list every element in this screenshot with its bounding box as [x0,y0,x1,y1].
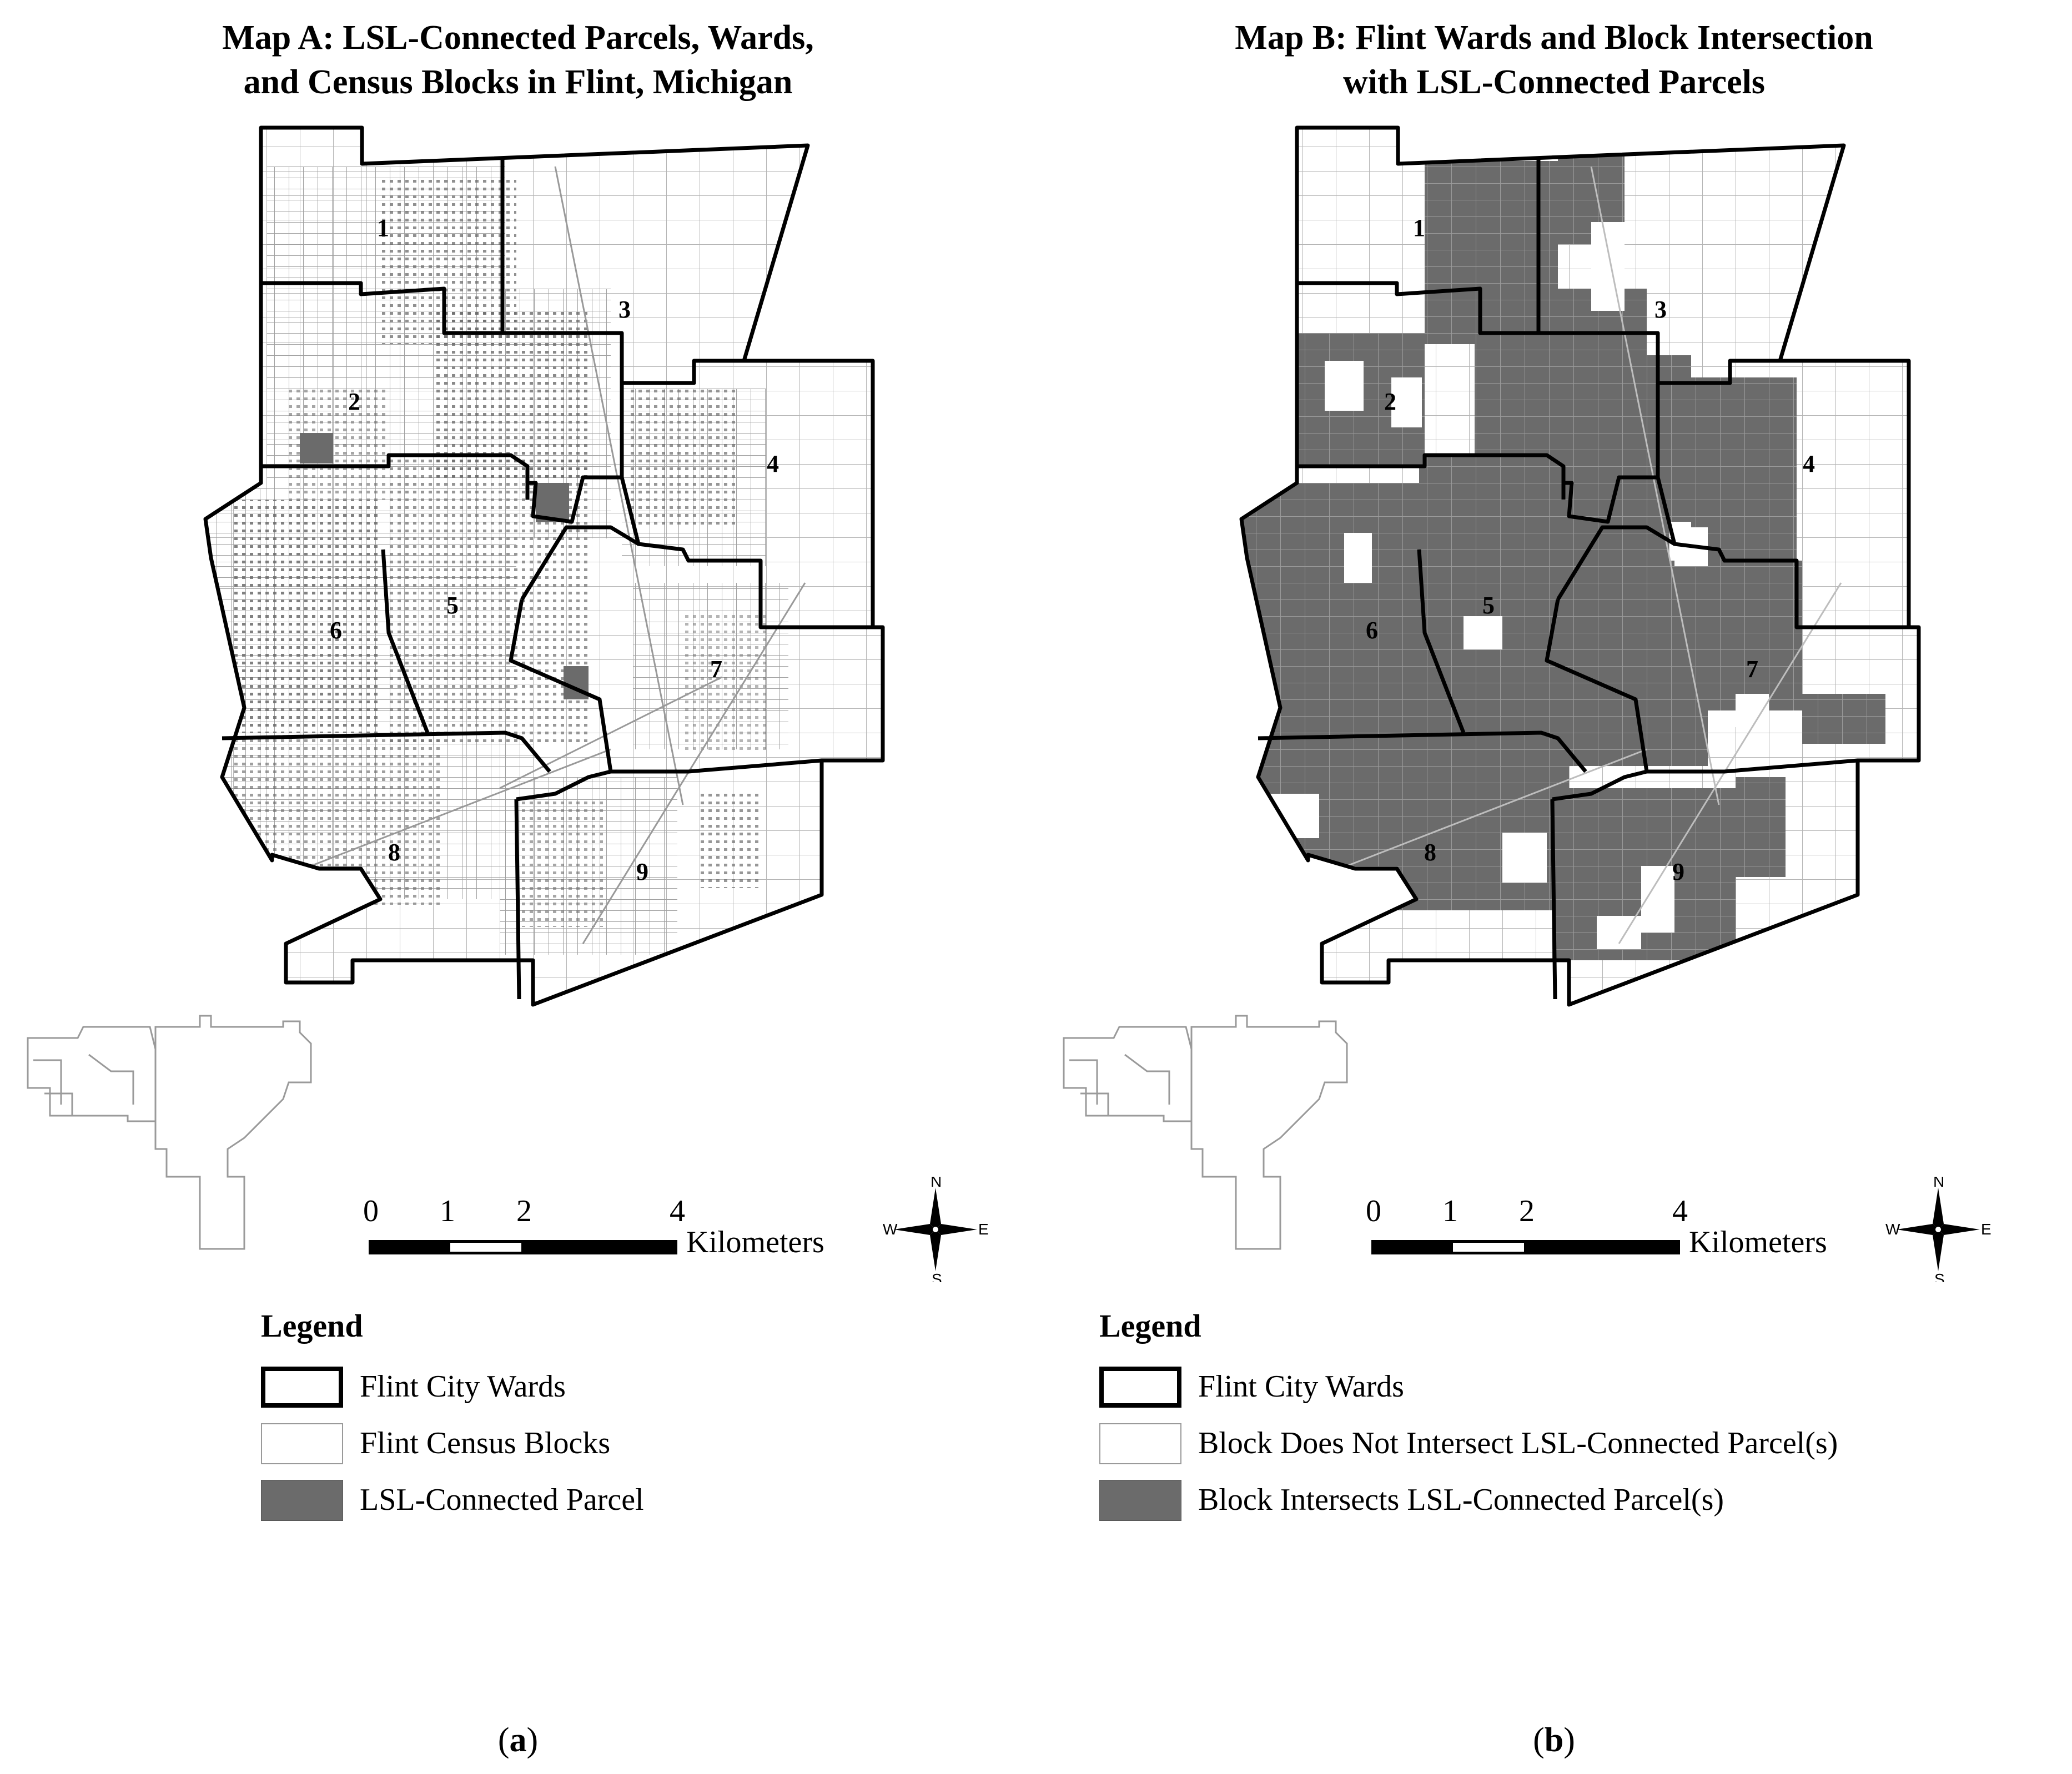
ward-label-7: 7 [710,656,722,683]
ward-label-9: 9 [636,858,648,885]
map-b-title-line2: with LSL-Connected Parcels [1342,63,1766,101]
panel-label-a: (a) [497,1721,539,1759]
panel-letter-a: a [509,1721,527,1759]
scale-tick-1: 1 [1442,1194,1458,1228]
scale-unit: Kilometers [1689,1225,1827,1259]
ward-label-2: 2 [1384,388,1396,415]
legend-a: Legend Flint City Wards Flint Census Blo… [261,1307,644,1536]
panel-letter-b: b [1544,1721,1564,1759]
block-intersection-b [1241,128,1919,1005]
scale-segment-1-2 [447,1240,524,1254]
compass-e: E [978,1221,988,1238]
legend-b-label-no-intersect: Block Does Not Intersect LSL-Connected P… [1198,1426,1838,1460]
map-b-title-line1: Map B: Flint Wards and Block Intersectio… [1235,19,1873,57]
ward-labels-b: 1 2 3 4 5 6 7 8 9 [1366,214,1815,885]
ward-label-4: 4 [1803,450,1815,477]
north-arrow-icon: N S W E [1885,1177,1991,1282]
ward-label-1: 1 [377,214,389,241]
ward-label-3: 3 [618,296,631,323]
map-panel-a: Map A: LSL-Connected Parcels, Wards, and… [0,16,1036,1759]
map-a-canvas: 1 2 3 4 5 6 7 8 9 [27,125,885,1250]
scale-tick-0: 0 [1366,1194,1381,1228]
compass-s: S [1934,1271,1945,1282]
ward-labels-a: 1 2 3 4 5 6 7 8 9 [330,214,779,885]
legend-b-item-intersect: Block Intersects LSL-Connected Parcel(s) [1099,1480,1724,1536]
ward-label-6: 6 [1366,617,1378,644]
legend-a-label-blocks: Flint Census Blocks [360,1426,611,1460]
ward-label-3: 3 [1654,296,1667,323]
block-outline-swatch [1099,1423,1181,1464]
compass-n: N [931,1177,942,1190]
compass-w: W [883,1221,898,1238]
compass-n: N [1933,1177,1944,1190]
legend-a-label-parcel: LSL-Connected Parcel [360,1483,644,1517]
scale-bar-b: 0 1 2 4 Kilometers [1366,1193,1871,1271]
ward-label-2: 2 [348,388,360,415]
gray-fill-swatch [1099,1480,1181,1521]
legend-b-item-no-intersect: Block Does Not Intersect LSL-Connected P… [1099,1423,1838,1480]
gray-fill-swatch [261,1480,343,1521]
ward-boundaries-b [1239,125,1921,1007]
map-b-title: Map B: Flint Wards and Block Intersectio… [1036,16,2072,104]
legend-b-item-wards: Flint City Wards [1099,1367,1404,1423]
compass-s: S [932,1271,942,1282]
scale-segment-2-4 [1527,1240,1680,1254]
scale-tick-2: 2 [1519,1194,1535,1228]
ward-label-6: 6 [330,617,342,644]
legend-b-title: Legend [1099,1308,1201,1344]
block-outline-swatch [261,1423,343,1464]
ward-label-5: 5 [446,592,459,619]
legend-a-item-parcel: LSL-Connected Parcel [261,1480,644,1536]
legend-b: Legend Flint City Wards Block Does Not I… [1099,1307,1838,1536]
ward-boundary-swatch [261,1367,343,1408]
north-arrow-icon: N S W E [883,1177,988,1282]
outlying-blocks-a [27,1015,312,1250]
scale-unit: Kilometers [686,1225,824,1259]
legend-a-item-wards: Flint City Wards [261,1367,566,1423]
map-panel-b: Map B: Flint Wards and Block Intersectio… [1036,0,2072,1774]
scale-tick-2: 2 [516,1194,532,1228]
legend-a-label-wards: Flint City Wards [360,1369,566,1404]
scale-tick-4: 4 [1672,1194,1688,1228]
scale-segment-1-2 [1450,1240,1527,1254]
ward-boundary-swatch [1099,1367,1181,1408]
map-a-title-line1: Map A: LSL-Connected Parcels, Wards, [222,19,814,57]
scale-tick-1: 1 [440,1194,455,1228]
legend-a-title: Legend [261,1308,363,1344]
legend-b-label-intersect: Block Intersects LSL-Connected Parcel(s) [1198,1483,1724,1517]
scale-segment-2-4 [524,1240,677,1254]
ward-label-8: 8 [388,839,400,866]
compass-w: W [1885,1221,1900,1238]
panel-label-b: (b) [1533,1721,1575,1759]
ward-label-8: 8 [1424,839,1436,866]
scale-tick-4: 4 [670,1194,685,1228]
ward-label-7: 7 [1746,656,1758,683]
scale-segment-0-1 [369,1240,447,1254]
ward-label-5: 5 [1482,592,1495,619]
compass-e: E [1981,1221,1991,1238]
map-a-title-line2: and Census Blocks in Flint, Michigan [243,63,793,101]
legend-a-item-blocks: Flint Census Blocks [261,1423,610,1480]
scale-segment-0-1 [1371,1240,1450,1254]
ward-label-1: 1 [1413,214,1425,241]
map-a-title: Map A: LSL-Connected Parcels, Wards, and… [0,16,1036,104]
scale-tick-0: 0 [363,1194,379,1228]
outlying-blocks-b [1063,1015,1348,1250]
ward-label-9: 9 [1672,858,1684,885]
ward-boundaries-a [203,125,885,1007]
scale-bar-a: 0 1 2 4 Kilometers [363,1193,868,1271]
ward-label-4: 4 [767,450,779,477]
legend-b-label-wards: Flint City Wards [1198,1369,1404,1404]
map-b-canvas: 1 2 3 4 5 6 7 8 9 [1063,125,1921,1250]
